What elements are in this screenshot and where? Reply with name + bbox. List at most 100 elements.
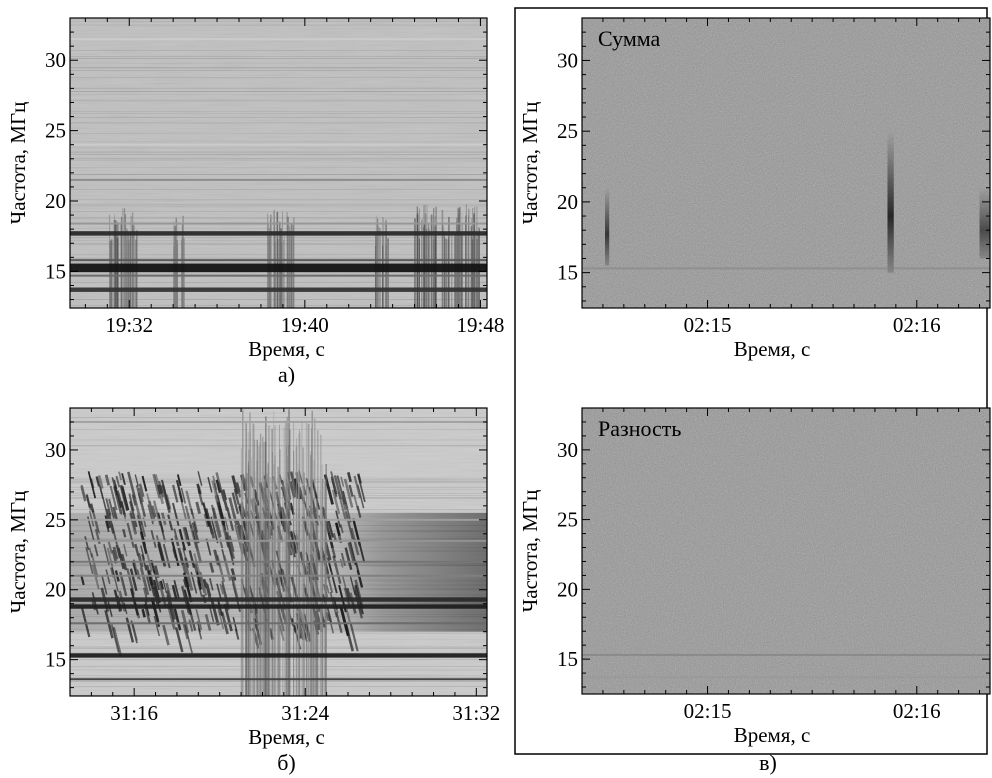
panel-caption: а): [278, 362, 295, 387]
interference-band: [582, 653, 990, 656]
interference-band: [70, 420, 487, 423]
y-tick-label: 15: [45, 648, 66, 672]
plot-frame: [69, 407, 488, 697]
x-axis-title: Время, с: [248, 337, 325, 361]
plot-frame: [581, 17, 991, 309]
burst-stroke: [211, 480, 219, 503]
interference-band: [70, 222, 487, 225]
burst-stroke: [115, 495, 123, 515]
spectrogram-v-diff: [582, 408, 990, 694]
spectrogram-noise: [582, 408, 990, 694]
burst-stroke: [331, 489, 341, 515]
y-axis-title: Частота, МГц: [518, 490, 542, 613]
interference-band: [70, 231, 487, 236]
burst-stroke: [119, 500, 126, 515]
interference-band: [70, 653, 487, 658]
burst-streak: [979, 187, 990, 259]
burst-stroke: [171, 484, 179, 503]
burst-stroke: [288, 480, 296, 498]
burst-stroke: [235, 482, 242, 498]
y-tick-label: 25: [557, 508, 578, 532]
burst-stroke: [336, 475, 346, 505]
x-tick-label: 02:16: [893, 699, 941, 723]
burst-stroke: [115, 475, 121, 488]
interference-band: [70, 259, 487, 262]
burst-group: [979, 187, 990, 259]
burst-stroke: [119, 484, 128, 505]
y-tick-label: 20: [45, 189, 66, 213]
burst-stroke: [156, 484, 162, 495]
y-tick-label: 30: [557, 438, 578, 462]
interference-band: [70, 678, 487, 681]
burst-stroke: [289, 502, 295, 515]
burst-stroke: [231, 475, 239, 495]
burst-stroke: [207, 477, 213, 493]
interference-band: [70, 178, 487, 181]
burst-stroke: [87, 471, 97, 499]
burst-stroke: [114, 484, 122, 508]
burst-stroke: [134, 474, 139, 487]
x-axis-title: Время, с: [734, 723, 811, 747]
burst-stroke: [220, 489, 229, 512]
burst-stroke: [340, 476, 345, 487]
burst-stroke: [109, 485, 118, 511]
panel-caption: б): [277, 750, 296, 775]
burst-stroke: [353, 475, 362, 498]
burst-stroke: [141, 475, 148, 492]
interference-band: [70, 287, 487, 292]
burst-group: [109, 208, 138, 308]
burst-stroke: [80, 486, 87, 502]
burst-stroke: [158, 484, 164, 494]
panel-v-diff: 15 20 25 30 02:15 02:16 Время, с Частота, МГц Ра…: [518, 407, 991, 747]
interference-band: [70, 274, 487, 277]
burst-stroke: [233, 488, 240, 505]
y-tick-label: 20: [45, 578, 66, 602]
burst-stroke: [215, 479, 222, 494]
interference-band: [70, 622, 487, 625]
interference-band: [70, 574, 487, 577]
burst-stroke: [166, 494, 172, 509]
x-tick-label: 19:48: [456, 313, 504, 337]
y-tick-label: 25: [557, 119, 578, 143]
interference-band: [70, 560, 487, 563]
y-axis-title: Частота, МГц: [6, 102, 30, 225]
burst-stroke: [138, 483, 145, 498]
burst-stroke: [196, 483, 202, 495]
burst-stroke: [357, 474, 366, 503]
burst-stroke: [215, 472, 223, 492]
interference-band: [70, 143, 487, 146]
spectrogram-a: [70, 18, 487, 308]
burst-stroke: [99, 485, 104, 499]
panel-v-caption: в): [759, 750, 777, 775]
y-tick-label: 15: [557, 647, 578, 671]
burst-group: [887, 131, 894, 273]
band-shading: [70, 512, 487, 632]
burst-stroke: [212, 475, 218, 491]
x-tick-label: 19:40: [281, 313, 329, 337]
y-tick-label: 25: [45, 119, 66, 143]
plot-frame: [581, 407, 991, 695]
burst-stroke: [152, 473, 161, 499]
y-tick-label: 15: [45, 259, 66, 283]
burst-stroke: [95, 476, 101, 487]
burst-stroke: [118, 471, 123, 481]
burst-stroke: [90, 478, 95, 489]
spectrogram-b: [70, 408, 487, 696]
burst-stroke: [176, 474, 182, 487]
x-tick-label: 31:32: [452, 701, 500, 725]
interference-band: [70, 59, 487, 62]
burst-stroke: [353, 494, 359, 511]
burst-stroke: [89, 503, 95, 513]
y-tick-label: 20: [557, 577, 578, 601]
burst-stroke: [97, 475, 104, 489]
y-axis-title: Частота, МГц: [6, 491, 30, 614]
burst-streak: [887, 131, 894, 273]
spectrogram-noise: [582, 18, 990, 308]
burst-stroke: [348, 484, 354, 497]
burst-stroke: [346, 471, 352, 483]
burst-stroke: [330, 471, 338, 495]
burst-stroke: [146, 493, 154, 515]
inset-label: Разность: [598, 416, 681, 441]
x-tick-label: 31:16: [110, 701, 158, 725]
